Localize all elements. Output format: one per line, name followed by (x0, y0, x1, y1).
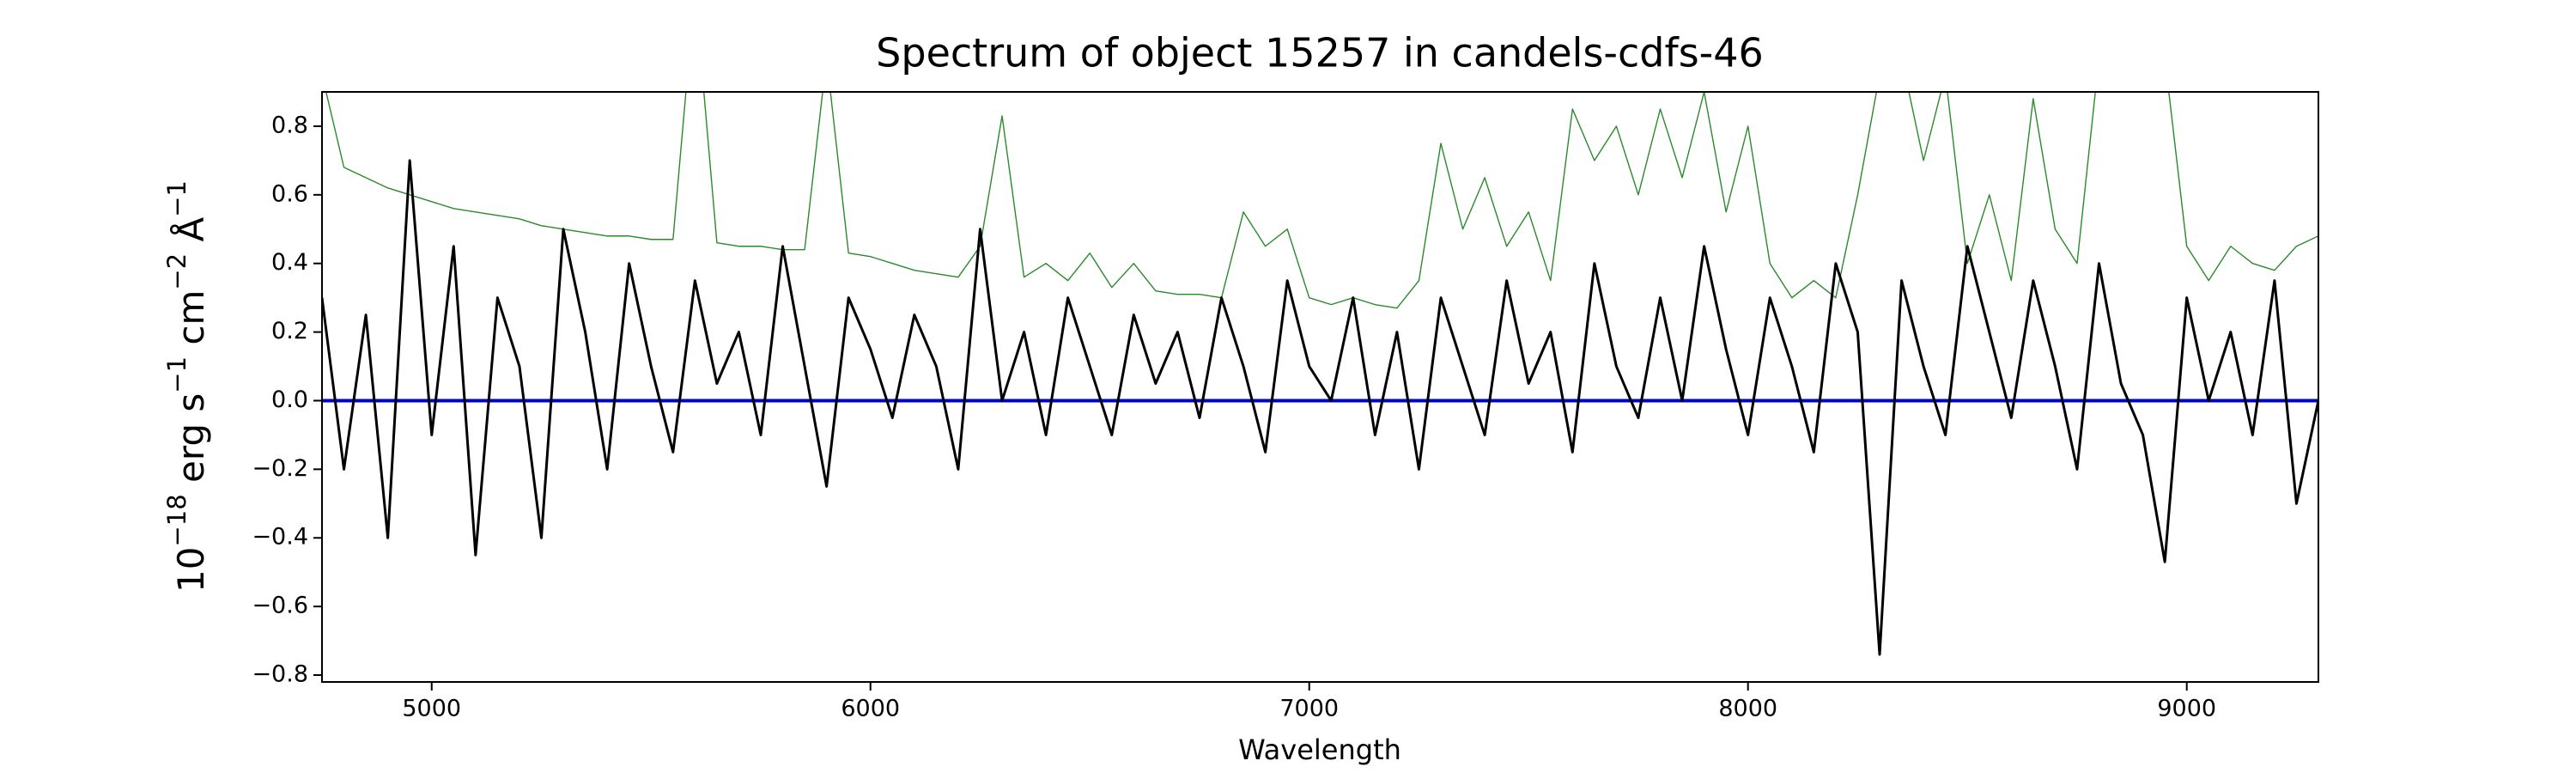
y-axis-label-part: −2 (162, 253, 191, 290)
y-tick-label: 0.0 (271, 386, 308, 413)
x-tick-label: 7000 (1279, 696, 1339, 722)
spectrum-line (325, 92, 2318, 309)
x-axis-label: Wavelength (1238, 733, 1401, 766)
y-axis-label-part: erg s (170, 393, 212, 495)
y-tick-label: 0.2 (271, 318, 308, 344)
y-axis-label-part: 10 (170, 547, 212, 593)
y-axis-label-part: Å (169, 217, 212, 253)
plot-area (322, 92, 2318, 656)
x-tick-label: 5000 (402, 696, 461, 722)
y-axis-label: 10−18 erg s−1 cm−2 Å−1 (162, 180, 212, 593)
y-axis-label-part: −18 (162, 494, 191, 546)
y-tick-label: 0.6 (271, 180, 308, 207)
spectrum-line (322, 159, 2318, 656)
y-axis-label-part: −1 (162, 180, 191, 217)
y-axis-label-part: cm (170, 290, 212, 356)
y-tick-label: 0.4 (271, 249, 308, 276)
x-tick-label: 8000 (1718, 696, 1777, 722)
y-tick-label: −0.8 (252, 661, 308, 688)
x-tick-label: 9000 (2157, 696, 2216, 722)
x-tick-label: 6000 (841, 696, 900, 722)
axes-frame (321, 91, 2319, 683)
y-tick-label: −0.6 (252, 593, 308, 619)
y-tick-label: −0.2 (252, 455, 308, 482)
y-tick-label: 0.8 (271, 112, 308, 138)
y-axis-label-part: −1 (162, 356, 191, 393)
chart-title: Spectrum of object 15257 in candels-cdfs… (876, 30, 1764, 76)
y-tick-label: −0.4 (252, 524, 308, 551)
